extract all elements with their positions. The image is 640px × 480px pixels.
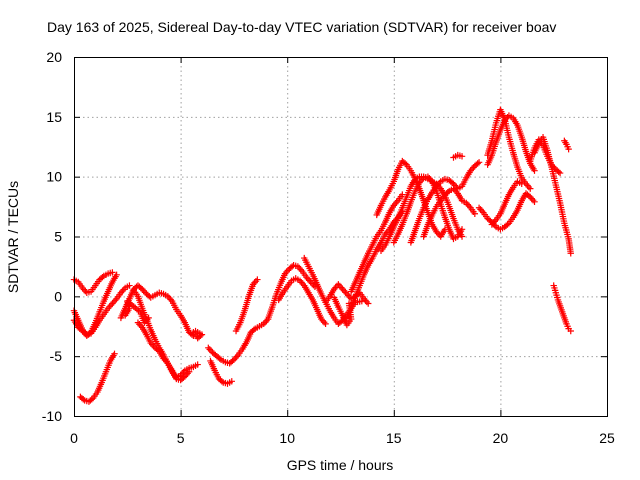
- data-point: [192, 327, 199, 335]
- series-arc-9: [207, 357, 235, 387]
- y-tick-label: -5: [50, 348, 63, 364]
- data-point: [145, 314, 152, 322]
- data-point: [565, 145, 572, 153]
- y-tick-label: 5: [54, 229, 62, 245]
- data-point: [444, 189, 452, 196]
- data-point: [111, 350, 118, 357]
- data-point: [401, 160, 409, 167]
- data-point: [518, 180, 525, 188]
- data-point: [113, 271, 120, 278]
- data-point: [254, 276, 261, 283]
- data-point: [531, 167, 538, 174]
- data-point: [567, 250, 574, 257]
- data-point: [504, 221, 511, 228]
- y-tick-label: 15: [46, 109, 62, 125]
- data-point: [228, 378, 235, 385]
- series-arc-10: [232, 276, 261, 335]
- data-point: [475, 159, 483, 166]
- y-tick-label: 0: [54, 288, 62, 304]
- data-marks: [70, 106, 574, 405]
- series-arc-29: [550, 282, 574, 335]
- y-tick-label: 10: [46, 169, 62, 185]
- data-point: [448, 179, 456, 186]
- data-point: [322, 320, 329, 328]
- data-point: [458, 153, 466, 160]
- y-axis-label: SDTVAR / TECUs: [5, 181, 21, 293]
- data-point: [77, 326, 85, 334]
- series-arc-8: [205, 315, 272, 367]
- data-point: [250, 326, 257, 334]
- x-tick-label: 15: [386, 430, 402, 446]
- data-point: [531, 198, 538, 205]
- data-point: [229, 357, 236, 365]
- series-arc-1: [70, 269, 116, 296]
- x-tick-label: 0: [70, 430, 78, 446]
- data-point: [185, 368, 193, 375]
- series-arc-23: [475, 190, 538, 233]
- series-arc-18: [377, 173, 466, 255]
- data-point: [365, 300, 372, 307]
- series-arc-4: [77, 350, 118, 405]
- series-arc-11: [264, 262, 319, 323]
- data-point: [137, 284, 145, 292]
- series-arc-5: [117, 282, 197, 340]
- series-arc-26: [488, 178, 525, 228]
- x-tick-label: 5: [177, 430, 185, 446]
- data-point: [458, 226, 466, 233]
- series-arc-21: [420, 185, 479, 240]
- series-scatter-3: [330, 294, 366, 329]
- data-point: [525, 192, 533, 200]
- data-point: [527, 185, 534, 192]
- data-point: [109, 269, 116, 276]
- x-tick-label: 25: [599, 430, 615, 446]
- data-point: [194, 361, 201, 368]
- x-axis-label: GPS time / hours: [287, 457, 394, 473]
- series-arc-28: [531, 133, 574, 257]
- series-arc-12: [275, 275, 329, 328]
- data-point: [80, 396, 87, 403]
- x-tick-label: 20: [493, 430, 509, 446]
- series-scatter-1: [121, 297, 152, 326]
- series-arc-7: [130, 287, 193, 384]
- data-point: [471, 210, 479, 217]
- data-point: [88, 396, 95, 403]
- series-arc-16: [347, 191, 406, 295]
- data-point: [99, 273, 106, 281]
- series-arc-25: [484, 106, 534, 192]
- series-scatter-2: [190, 327, 206, 342]
- data-point: [555, 168, 562, 176]
- y-tick-label: -10: [42, 408, 62, 424]
- data-point: [567, 327, 574, 335]
- chart-title: Day 163 of 2025, Sidereal Day-to-day VTE…: [47, 19, 556, 35]
- axis-ticks: [74, 57, 608, 417]
- data-point: [556, 169, 564, 177]
- data-point: [180, 374, 187, 381]
- data-point: [218, 378, 226, 385]
- data-point: [126, 282, 133, 289]
- x-tick-label: 10: [279, 430, 295, 446]
- y-tick-label: 20: [46, 49, 62, 65]
- series-arc-22: [450, 151, 466, 161]
- series-arc-20: [407, 159, 483, 246]
- series-arc-30: [561, 137, 572, 153]
- tick-labels: 0 5 10 15 20 25 -10 -5 0 5 10 15 20: [42, 49, 615, 446]
- data-point: [358, 297, 366, 305]
- data-point: [474, 160, 481, 167]
- series-arc-3: [70, 271, 120, 340]
- data-point: [216, 355, 223, 362]
